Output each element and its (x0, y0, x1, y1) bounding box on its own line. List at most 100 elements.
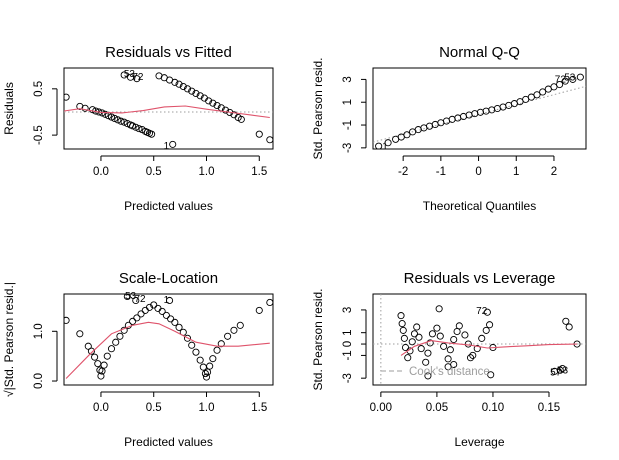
plot-frame (63, 67, 274, 150)
data-point (84, 342, 92, 350)
data-point (107, 345, 116, 353)
data-point (576, 73, 584, 81)
data-point (183, 334, 192, 342)
data-point (487, 371, 495, 379)
data-point (424, 372, 432, 380)
data-point (201, 370, 209, 378)
data-point (448, 115, 456, 123)
plot-area (373, 73, 586, 149)
data-point (266, 136, 273, 144)
x-tick-label: 2 (551, 166, 557, 178)
panel-title: Residuals vs Leverage (404, 270, 556, 287)
data-point (476, 108, 484, 116)
data-point (401, 343, 410, 352)
data-point (398, 320, 406, 328)
y-tick-label: -1 (342, 120, 354, 130)
data-point (236, 321, 244, 329)
data-point (150, 301, 158, 309)
data-point (444, 355, 452, 363)
y-axis-label: √|Std. Pearson resid.| (2, 282, 16, 397)
data-point (478, 334, 486, 342)
data-point (64, 316, 70, 324)
data-point (94, 360, 102, 368)
y-axis-label: Std. Pearson resid. (311, 57, 325, 159)
point-label: 57 (550, 367, 562, 378)
data-point (217, 340, 225, 348)
plot-area (64, 71, 273, 148)
data-point (188, 341, 196, 349)
y-tick-label: -3 (342, 373, 354, 383)
data-point (179, 82, 187, 91)
x-axis-label: Leverage (454, 435, 504, 449)
cooks-distance-legend: Cook's distance (409, 366, 490, 378)
data-point (399, 326, 407, 334)
data-point (91, 353, 99, 361)
smooth-line (64, 105, 270, 119)
data-point (129, 317, 137, 325)
data-point (384, 139, 392, 147)
data-point (158, 307, 166, 315)
y-tick-label: 1.0 (33, 323, 45, 339)
x-tick-label: 0 (475, 166, 481, 178)
y-tick-label: 1 (342, 329, 354, 335)
x-tick-label: 1.5 (251, 402, 267, 414)
data-point (103, 352, 111, 360)
data-point (175, 323, 183, 331)
data-point (148, 130, 156, 138)
data-point (483, 308, 491, 316)
data-point (469, 351, 477, 359)
data-point (87, 347, 95, 355)
data-point (426, 339, 434, 347)
data-point (76, 330, 84, 338)
x-tick-label: 1.0 (199, 402, 215, 414)
data-point (440, 342, 448, 350)
plot-frame (63, 293, 274, 386)
data-point (465, 111, 473, 119)
data-point (171, 318, 179, 326)
data-point (415, 333, 423, 341)
x-tick-label: 0.5 (146, 166, 162, 178)
data-point (169, 140, 177, 148)
data-point (446, 346, 454, 354)
data-point (255, 306, 263, 314)
x-tick-label: 1 (513, 166, 519, 178)
data-point (98, 367, 106, 375)
data-point (145, 303, 154, 311)
x-axis-label: Predicted values (124, 435, 213, 449)
point-label: 53 (564, 73, 576, 84)
y-tick-label: 1 (342, 99, 354, 105)
data-point (133, 314, 141, 322)
y-tick-label: 3 (342, 307, 354, 313)
data-point (88, 106, 97, 114)
data-point (101, 110, 109, 118)
x-tick-label: 0.00 (370, 402, 392, 414)
data-point (120, 71, 128, 79)
data-point (230, 326, 238, 334)
data-point (408, 338, 416, 346)
data-point (188, 87, 196, 95)
data-point (565, 323, 573, 331)
data-point (221, 106, 230, 114)
data-point (114, 116, 122, 124)
data-point (202, 373, 211, 381)
data-point (433, 324, 441, 332)
plot-area (373, 294, 586, 385)
data-point (205, 97, 213, 105)
data-point (400, 334, 408, 342)
data-point (435, 305, 443, 313)
y-tick-label: -1 (342, 350, 354, 360)
y-tick-label: 3 (342, 76, 354, 82)
point-label: 72 (132, 72, 144, 83)
data-point (112, 338, 120, 346)
data-point (224, 332, 232, 340)
data-point (206, 362, 214, 370)
data-point (137, 310, 145, 318)
data-point (196, 92, 204, 100)
data-point (397, 312, 405, 320)
point-label: 72 (134, 294, 146, 305)
data-point (413, 323, 421, 331)
x-tick-label: 1.0 (199, 166, 215, 178)
data-point (403, 131, 411, 139)
data-point (461, 331, 469, 339)
